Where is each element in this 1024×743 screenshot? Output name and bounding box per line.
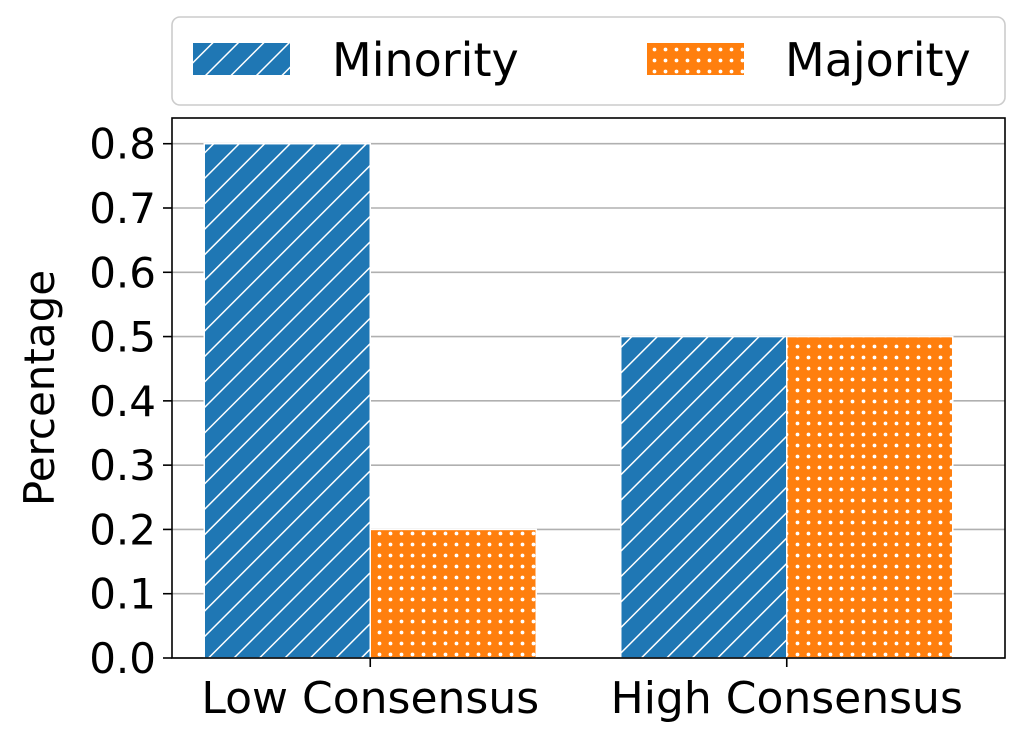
legend-swatch-minority xyxy=(193,43,290,75)
y-tick-label: 0.6 xyxy=(89,248,156,297)
y-tick-label: 0.1 xyxy=(89,570,156,619)
legend-label-minority: Minority xyxy=(332,33,519,87)
bar-majority-0 xyxy=(369,528,537,659)
legend-swatch-majority xyxy=(647,43,744,75)
y-tick-label: 0.2 xyxy=(89,505,156,554)
plot-frame xyxy=(171,117,1006,659)
bars xyxy=(203,142,954,659)
y-tick-label: 0.4 xyxy=(89,377,156,426)
y-tick-label: 0.5 xyxy=(89,313,156,362)
bar-minority-0 xyxy=(203,142,371,659)
legend-label-majority: Majority xyxy=(785,33,971,87)
x-tick-label: Low Consensus xyxy=(201,673,539,724)
legend: Minority Majority xyxy=(171,16,1006,106)
y-tick-label: 0.0 xyxy=(89,634,156,683)
y-axis-label: Percentage xyxy=(15,270,64,506)
legend-frame xyxy=(171,16,1006,106)
x-axis: Low Consensus High Consensus xyxy=(201,658,963,724)
x-tick-label: High Consensus xyxy=(611,673,963,724)
bar-majority-1 xyxy=(786,335,954,659)
y-tick-label: 0.3 xyxy=(89,441,156,490)
y-axis: 0.0 0.1 0.2 0.3 0.4 0.5 0.6 0.7 0.8 xyxy=(89,120,172,683)
y-tick-label: 0.8 xyxy=(89,120,156,169)
y-tick-label: 0.7 xyxy=(89,184,156,233)
bar-minority-1 xyxy=(620,335,788,659)
